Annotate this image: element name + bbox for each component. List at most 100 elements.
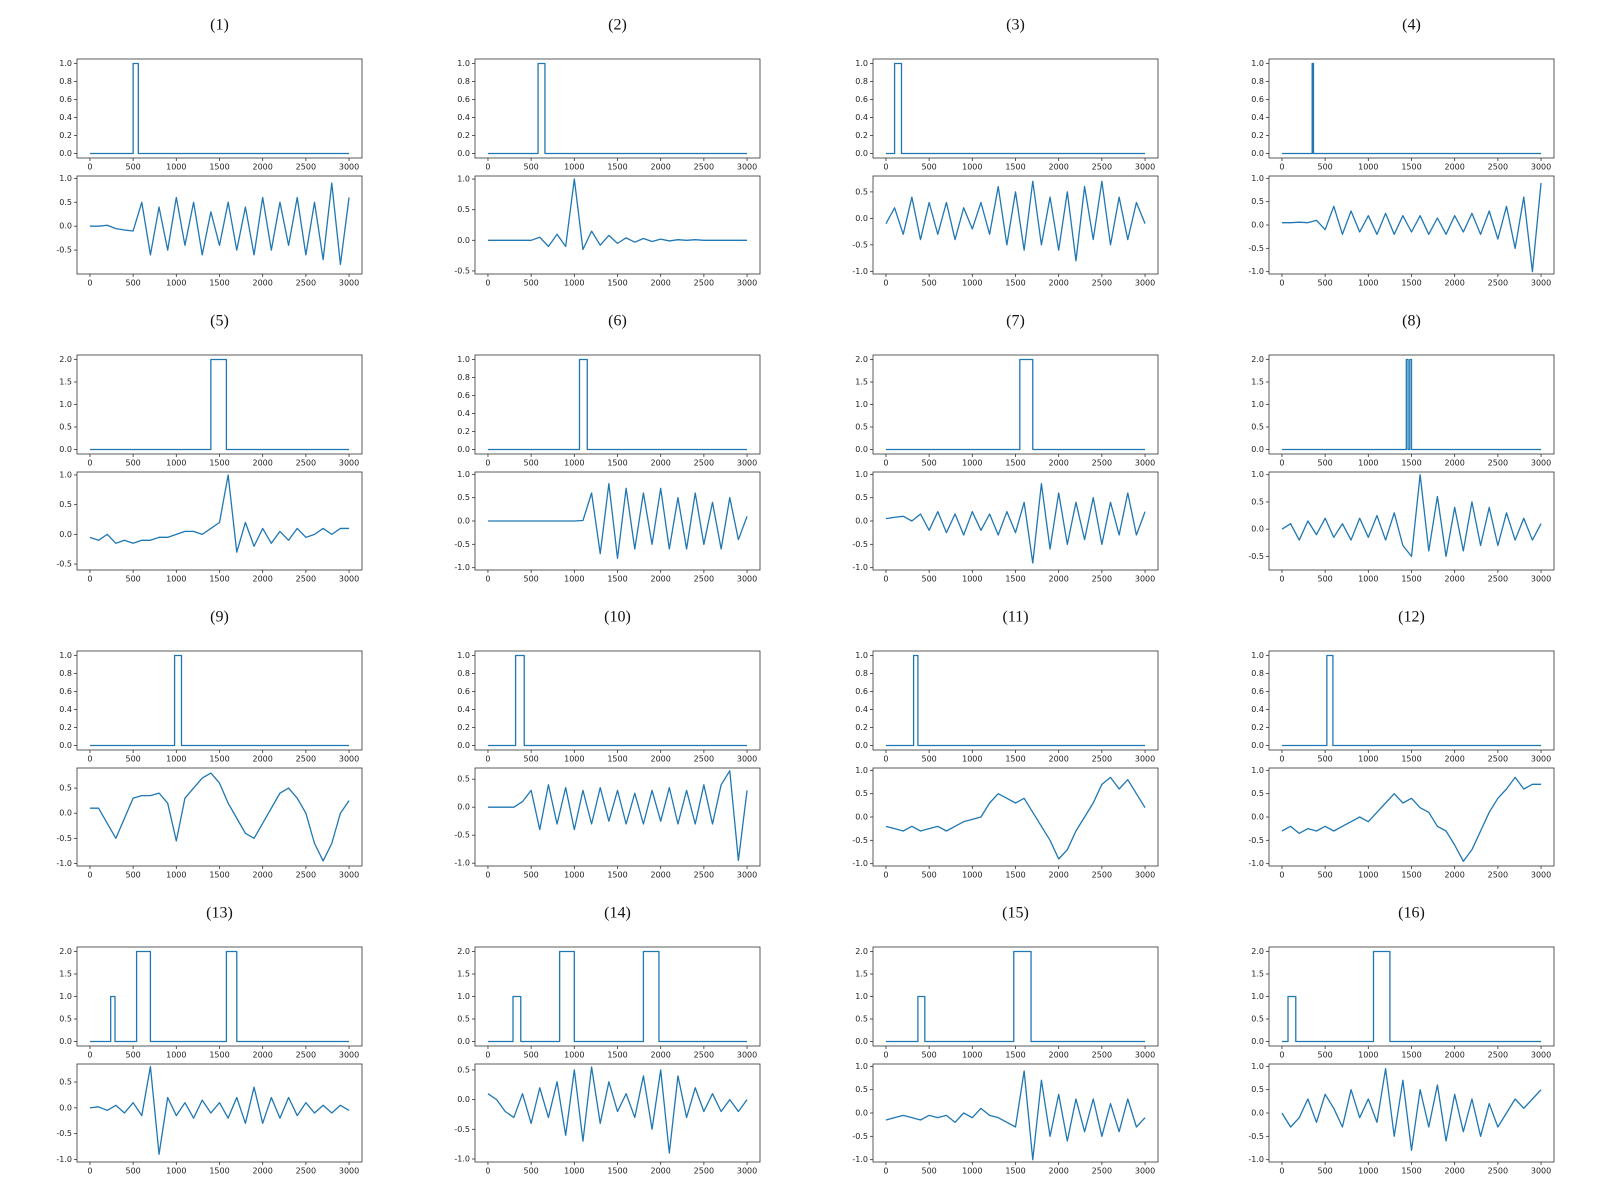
y-tick-label: -0.5 [454,266,470,275]
y-tick-label: -1.0 [454,563,470,572]
y-tick-label: 0.5 [855,187,868,196]
data-line [487,178,748,251]
data-line [89,62,350,155]
data-line [487,62,748,155]
y-tick-label: 1.0 [457,355,470,364]
y-tick-label: 0.8 [59,77,72,86]
y-tick-label: 0.5 [59,1015,72,1024]
x-tick-label: 2000 [253,163,273,172]
y-tick-label: 1.0 [855,651,868,660]
y-tick-label: 0.2 [1251,131,1264,140]
y-tick-label: -0.5 [56,1129,72,1138]
x-tick-label: 2500 [1488,1167,1508,1176]
x-tick-label: 3000 [1135,575,1155,584]
x-tick-label: 1500 [209,459,229,468]
y-tick-label: 0.0 [1251,525,1264,534]
data-line [1281,654,1542,747]
data-line [885,654,1146,747]
x-tick-label: 0 [883,279,888,288]
x-tick-label: 0 [485,1051,490,1060]
panel-title: (4) [1402,17,1421,34]
data-line [89,772,350,862]
x-tick-label: 500 [125,575,140,584]
data-line [1281,776,1542,862]
y-tick-label: 1.5 [59,378,72,387]
axes-frame [872,354,1159,455]
x-tick-label: 3000 [1531,755,1551,764]
data-line [487,654,748,747]
data-line [885,950,1146,1043]
y-tick-label: 0.5 [457,1015,470,1024]
x-tick-label: 3000 [1135,459,1155,468]
x-tick-label: 2000 [1445,163,1465,172]
y-tick-label: 0.4 [457,705,470,714]
x-tick-label: 0 [883,163,888,172]
x-tick-label: 0 [87,1051,92,1060]
data-line [1281,182,1542,273]
y-tick-label: 0.6 [457,687,470,696]
x-tick-label: 1000 [1358,279,1378,288]
y-tick-label: 0.6 [59,95,72,104]
x-tick-label: 2500 [1092,1167,1112,1176]
y-tick-label: 0.5 [1251,1015,1264,1024]
y-tick-label: 1.0 [1251,470,1264,479]
x-tick-label: 500 [125,1167,140,1176]
y-tick-label: 1.0 [855,470,868,479]
y-tick-label: 0.6 [1251,95,1264,104]
x-tick-label: 2500 [1092,459,1112,468]
x-tick-label: 2000 [1445,459,1465,468]
y-tick-label: -0.5 [454,1125,470,1134]
x-tick-label: 500 [125,459,140,468]
y-tick-label: -0.5 [852,240,868,249]
y-tick-label: 1.0 [59,992,72,1001]
y-tick-label: 0.6 [855,687,868,696]
x-tick-label: 1500 [607,459,627,468]
y-tick-label: 1.0 [59,400,72,409]
y-tick-label: 0.5 [59,198,72,207]
axes-frame [1268,175,1555,275]
x-tick-label: 1500 [607,755,627,764]
x-tick-label: 1000 [962,163,982,172]
y-tick-label: 0.8 [457,373,470,382]
data-line [1281,62,1542,155]
x-tick-label: 0 [883,755,888,764]
y-tick-label: 2.0 [59,947,72,956]
axes-frame [76,946,363,1047]
panel-title: (13) [206,905,233,922]
x-tick-label: 2000 [1445,1051,1465,1060]
x-tick-label: 1500 [1005,755,1025,764]
data-line [487,1066,748,1154]
x-tick-label: 2500 [296,279,316,288]
y-tick-label: 0.0 [855,741,868,750]
y-tick-label: -0.5 [56,560,72,569]
y-tick-label: 0.0 [59,149,72,158]
x-tick-label: 0 [485,163,490,172]
y-tick-label: 0.0 [457,149,470,158]
y-tick-label: 0.5 [1251,497,1264,506]
data-line [487,358,748,451]
y-tick-label: 0.0 [457,517,470,526]
y-tick-label: 1.5 [855,970,868,979]
x-tick-label: 1500 [607,575,627,584]
axes-frame [76,354,363,455]
x-tick-label: 1000 [1358,755,1378,764]
x-tick-label: 500 [1317,871,1332,880]
x-tick-label: 3000 [1135,871,1155,880]
x-tick-label: 3000 [737,1051,757,1060]
x-tick-label: 2000 [651,871,671,880]
axes-frame [872,58,1159,159]
axes-frame [872,650,1159,751]
y-tick-label: -0.5 [852,540,868,549]
x-tick-label: 2000 [651,459,671,468]
x-tick-label: 3000 [737,575,757,584]
x-tick-label: 0 [883,871,888,880]
y-tick-label: 1.0 [855,1062,868,1071]
x-tick-label: 1000 [564,279,584,288]
y-tick-label: 1.0 [855,766,868,775]
x-tick-label: 1000 [962,1051,982,1060]
x-tick-label: 2000 [1049,279,1069,288]
x-tick-label: 1000 [166,279,186,288]
y-tick-label: 1.0 [855,400,868,409]
x-tick-label: 0 [485,575,490,584]
axes-frame [1268,946,1555,1047]
